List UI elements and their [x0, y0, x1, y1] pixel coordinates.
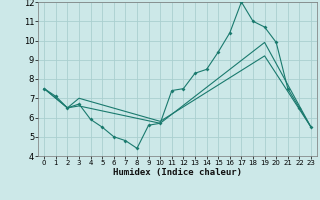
- X-axis label: Humidex (Indice chaleur): Humidex (Indice chaleur): [113, 168, 242, 177]
